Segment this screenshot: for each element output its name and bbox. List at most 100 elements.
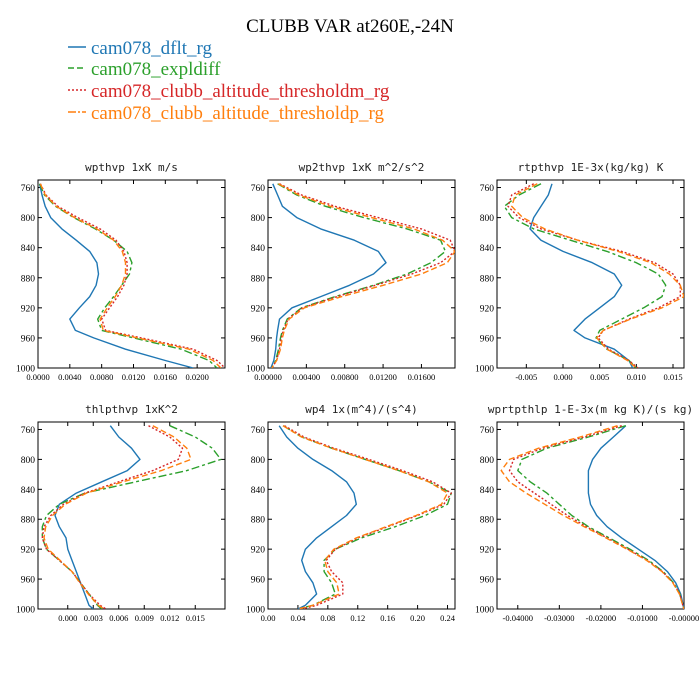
series-group [500, 425, 684, 609]
x-tick-label: 0.0160 [154, 372, 177, 382]
series-line [41, 425, 184, 609]
y-tick-label: 1000 [475, 606, 494, 616]
x-tick-label: 0.00 [261, 613, 276, 623]
y-tick-label: 760 [21, 426, 36, 436]
y-tick-label: 840 [251, 486, 266, 496]
series-group [278, 425, 452, 609]
x-tick-label: 0.00000 [254, 372, 282, 382]
y-tick-label: 920 [21, 546, 36, 556]
series-line [41, 425, 222, 609]
y-tick-label: 800 [251, 214, 266, 224]
x-tick-label: 0.010 [627, 372, 646, 382]
panel-title: thlpthvp 1xK^2 [85, 403, 178, 416]
x-tick-label: 0.20 [410, 613, 425, 623]
x-tick-label: -0.00000 [669, 613, 699, 623]
y-tick-label: 880 [251, 274, 266, 284]
x-tick-label: 0.015 [186, 613, 205, 623]
series-line [587, 425, 684, 609]
y-tick-label: 1000 [16, 365, 35, 375]
x-tick-label: 0.00400 [293, 372, 321, 382]
x-tick-label: -0.005 [515, 372, 537, 382]
series-line [503, 183, 667, 368]
y-tick-label: 920 [251, 304, 266, 314]
series-line [508, 425, 684, 609]
x-tick-label: 0.16 [380, 613, 395, 623]
x-tick-label: 0.003 [84, 613, 103, 623]
x-tick-label: 0.12 [350, 613, 365, 623]
x-tick-label: 0.000 [58, 613, 77, 623]
panels: wpthvp 1xK m/s76080084088092096010000.00… [16, 161, 699, 623]
panel-title: wpthvp 1xK m/s [85, 161, 178, 174]
x-tick-label: 0.01200 [369, 372, 397, 382]
y-tick-label: 880 [21, 274, 36, 284]
legend-item: cam078_expldiff [68, 59, 221, 80]
series-group [41, 425, 222, 609]
profile-panel: thlpthvp 1xK^2 760 800 840 880 920 960 1000 0.00… [16, 403, 226, 623]
y-tick-label: 960 [21, 576, 36, 586]
series-group [38, 183, 225, 368]
x-tick-label: 0.0200 [185, 372, 208, 382]
y-tick-label: 1000 [246, 606, 265, 616]
legend-label: cam078_clubb_altitude_thresholdp_rg [91, 103, 385, 124]
series-line [271, 183, 447, 368]
profile-panel: wp2thvp 1xK m^2/s^2 760 800 840 880 920 960 100… [246, 161, 456, 382]
y-tick-label: 1000 [16, 606, 35, 616]
x-tick-label: 0.0000 [26, 372, 49, 382]
series-line [39, 183, 222, 368]
y-tick-label: 920 [21, 304, 36, 314]
series-line [270, 183, 387, 368]
profile-panel: wp4 1x(m^4)/(s^4)76080084088092096010000… [246, 403, 456, 623]
plot-frame [267, 179, 456, 369]
legend-label: cam078_dflt_rg [91, 38, 213, 59]
legend-label: cam078_expldiff [91, 59, 221, 80]
y-tick-label: 880 [251, 516, 266, 526]
series-line [282, 425, 452, 609]
y-tick-label: 1000 [475, 365, 494, 375]
x-tick-label: -0.04000 [503, 613, 533, 623]
x-tick-label: 0.0080 [90, 372, 113, 382]
x-tick-label: 0.24 [440, 613, 456, 623]
series-line [500, 425, 684, 609]
series-line [517, 425, 684, 609]
plot-frame [37, 179, 226, 369]
series-line [54, 425, 141, 609]
legend-label: cam078_clubb_altitude_thresholdm_rg [91, 81, 390, 102]
panel-title: rtpthvp 1E-3x(kg/kg) K [518, 161, 664, 174]
series-line [38, 183, 218, 368]
series-line [39, 183, 225, 368]
series-line [278, 425, 357, 609]
y-tick-label: 880 [480, 516, 495, 526]
plot-frame [37, 421, 226, 610]
y-tick-label: 800 [21, 214, 36, 224]
y-tick-label: 840 [480, 244, 495, 254]
x-tick-label: 0.012 [160, 613, 179, 623]
y-tick-label: 960 [21, 334, 36, 344]
series-group [503, 183, 684, 368]
y-tick-label: 920 [480, 304, 495, 314]
legend-item: cam078_clubb_altitude_thresholdp_rg [68, 103, 385, 124]
y-tick-label: 800 [480, 456, 495, 466]
panel-title: wp4 1x(m^4)/(s^4) [305, 403, 418, 416]
y-tick-label: 920 [251, 546, 266, 556]
y-tick-label: 840 [21, 486, 36, 496]
x-tick-label: 0.0040 [58, 372, 81, 382]
y-tick-label: 760 [251, 426, 266, 436]
y-tick-label: 800 [21, 456, 36, 466]
x-tick-label: 0.0120 [122, 372, 145, 382]
figure-title: CLUBB VAR at260E,-24N [246, 16, 454, 37]
x-tick-label: 0.04 [290, 613, 306, 623]
series-line [38, 183, 194, 368]
y-tick-label: 840 [21, 244, 36, 254]
x-tick-label: 0.015 [663, 372, 682, 382]
series-line [43, 425, 192, 609]
legend-item: cam078_dflt_rg [68, 38, 213, 59]
series-line [271, 183, 455, 368]
panel-title: wprtpthlp 1-E-3x(m kg K)/(s kg) [488, 403, 693, 416]
x-tick-label: 0.01600 [408, 372, 436, 382]
panel-title: wp2thvp 1xK m^2/s^2 [299, 161, 425, 174]
y-tick-label: 1000 [246, 365, 265, 375]
legend: cam078_dflt_rg cam078_expldiff cam078_cl… [68, 38, 390, 124]
series-group [270, 183, 455, 368]
y-tick-label: 960 [480, 576, 495, 586]
